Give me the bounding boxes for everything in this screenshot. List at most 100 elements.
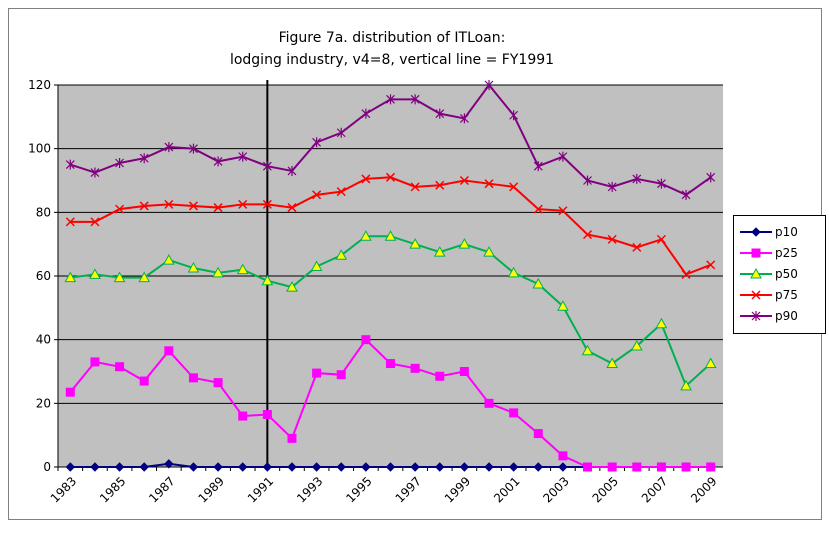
marker [484, 179, 494, 189]
marker [187, 262, 200, 273]
marker [750, 267, 762, 279]
marker [139, 462, 149, 472]
marker [89, 268, 101, 279]
marker [262, 161, 272, 172]
marker [632, 173, 642, 184]
marker [90, 217, 100, 227]
marker [361, 108, 371, 119]
marker [238, 151, 248, 162]
marker [384, 230, 397, 241]
marker [188, 462, 199, 472]
marker [681, 269, 691, 279]
marker [532, 277, 545, 289]
marker [360, 230, 372, 241]
marker [751, 311, 761, 321]
legend-label: p90 [775, 309, 798, 323]
marker [657, 178, 666, 189]
marker [558, 206, 568, 216]
marker [558, 462, 568, 472]
marker [115, 157, 124, 168]
marker [484, 462, 494, 472]
marker [385, 462, 396, 472]
marker [162, 254, 175, 265]
marker [287, 165, 297, 176]
marker [706, 172, 716, 183]
marker [583, 230, 593, 240]
marker [188, 373, 198, 383]
marker [751, 290, 761, 300]
marker [164, 346, 174, 356]
marker [164, 459, 174, 469]
y-tick-label: 100 [28, 142, 51, 156]
marker [607, 181, 617, 192]
marker [312, 368, 322, 378]
marker [459, 175, 469, 186]
marker [139, 376, 149, 386]
marker [115, 362, 125, 372]
marker [751, 248, 761, 258]
marker [212, 266, 224, 278]
marker [607, 234, 617, 244]
legend-label: p25 [775, 246, 798, 260]
marker [335, 249, 348, 260]
marker [583, 175, 592, 186]
marker [361, 335, 371, 345]
marker [706, 462, 716, 472]
marker [188, 201, 198, 211]
marker [138, 271, 151, 283]
marker [483, 246, 495, 257]
marker [139, 201, 149, 211]
marker [656, 234, 666, 244]
marker [607, 462, 617, 472]
marker [65, 217, 75, 227]
marker [310, 260, 323, 271]
marker [189, 143, 198, 154]
marker [581, 344, 594, 356]
y-tick-label: 120 [28, 78, 51, 92]
legend-label: p50 [775, 267, 798, 281]
marker [262, 199, 272, 209]
legend-label: p10 [775, 225, 798, 239]
marker [583, 462, 593, 472]
marker [312, 137, 322, 148]
marker [484, 398, 494, 408]
marker [261, 274, 274, 286]
marker [706, 260, 716, 270]
marker [139, 153, 149, 164]
marker [558, 151, 568, 162]
marker [433, 246, 446, 257]
y-tick-label: 60 [36, 269, 51, 283]
chart-title: Figure 7a. distribution of ITLoan: [279, 30, 506, 46]
marker [213, 378, 223, 388]
marker [287, 433, 297, 443]
marker [238, 199, 248, 209]
marker [704, 357, 717, 369]
marker [681, 189, 691, 200]
marker [236, 263, 249, 275]
marker [386, 94, 395, 105]
marker [213, 156, 223, 167]
marker [336, 187, 346, 197]
marker [435, 180, 445, 190]
marker [435, 462, 445, 472]
marker [386, 359, 395, 369]
marker [361, 462, 371, 472]
marker [509, 408, 519, 418]
marker [238, 411, 248, 421]
marker [65, 159, 75, 170]
marker [632, 242, 642, 252]
marker [115, 204, 125, 214]
marker [164, 199, 174, 209]
marker [287, 462, 297, 472]
marker [509, 182, 519, 192]
marker [336, 462, 346, 472]
marker [361, 174, 371, 184]
marker [262, 409, 272, 419]
marker [459, 462, 470, 472]
marker [90, 167, 100, 178]
marker [435, 108, 445, 119]
marker [410, 182, 420, 192]
marker [459, 367, 469, 376]
marker [312, 190, 322, 200]
